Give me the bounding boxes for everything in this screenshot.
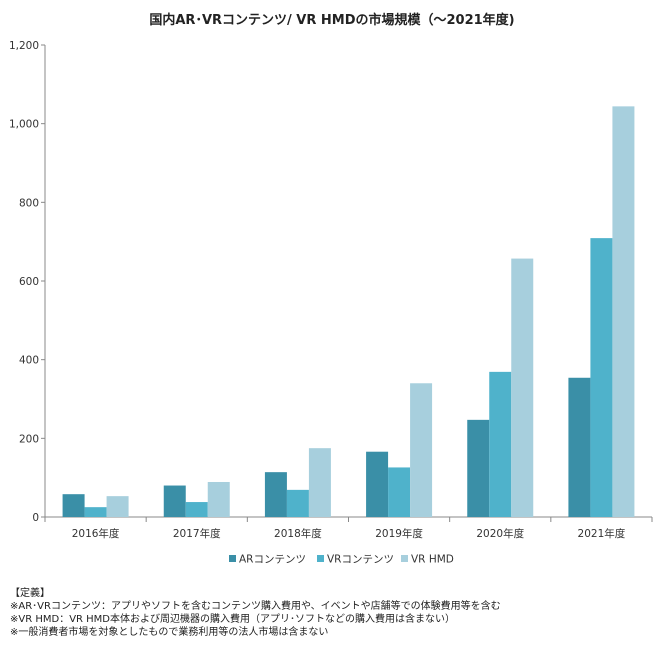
legend-label: ARコンテンツ [239, 554, 306, 566]
x-tick-label: 2019年度 [375, 527, 423, 540]
notes-heading: 【定義】 [10, 588, 50, 599]
bar [106, 496, 129, 517]
legend-swatch [317, 555, 324, 562]
bar [568, 377, 591, 517]
y-tick-label: 1,200 [9, 40, 39, 52]
bar [163, 485, 186, 517]
chart-title: 国内AR･VRコンテンツ/ VR HMDの市場規模（～2021年度) [149, 12, 514, 28]
note-line-ar-vr-content: ※AR･VRコンテンツ：アプリやソフトを含むコンテンツ購入費用や、イベントや店舗… [10, 601, 501, 612]
definitions-notes: 【定義】 ※AR･VRコンテンツ：アプリやソフトを含むコンテンツ購入費用や、イベ… [10, 587, 655, 639]
bar [366, 451, 389, 517]
bar [489, 371, 512, 517]
y-tick-label: 0 [32, 512, 39, 524]
x-tick-label: 2017年度 [173, 527, 221, 540]
bar [286, 489, 309, 517]
legend-swatch [229, 555, 236, 562]
note-line-consumer-market: ※一般消費者市場を対象としたもので業務利用等の法人市場は含まない [10, 627, 329, 638]
bar [185, 502, 208, 517]
bar [511, 258, 534, 517]
bar [84, 507, 107, 517]
note-line-vr-hmd: ※VR HMD：VR HMD本体および周辺機器の購入費用（アプリ･ソフトなどの購… [10, 614, 456, 625]
bar [264, 472, 287, 517]
bar [612, 106, 635, 518]
y-tick-label: 1,000 [9, 119, 39, 131]
legend-swatch [401, 555, 408, 562]
legend: ARコンテンツ VRコンテンツ VR HMD [229, 554, 454, 566]
y-tick-label: 800 [19, 197, 39, 209]
legend-label: VRコンテンツ [327, 554, 394, 566]
x-tick-label: 2018年度 [274, 527, 322, 540]
y-tick-label: 400 [19, 355, 39, 367]
x-tick-label: 2016年度 [72, 527, 120, 540]
x-tick-label: 2021年度 [578, 527, 626, 540]
bar [308, 448, 331, 517]
x-tick-label: 2020年度 [476, 527, 524, 540]
y-tick-label: 600 [19, 276, 39, 288]
bar [467, 419, 490, 517]
bar [62, 494, 85, 517]
bars [62, 106, 635, 518]
legend-label: VR HMD [411, 554, 454, 566]
y-axis: 0 200 400 600 800 1,000 1,200 [9, 40, 46, 524]
bar [410, 383, 433, 517]
bar [388, 467, 411, 517]
x-axis: 2016年度 2017年度 2018年度 2019年度 2020年度 2021年度 [44, 516, 653, 540]
bar [207, 481, 230, 517]
bar [590, 238, 613, 518]
y-tick-label: 200 [19, 433, 39, 445]
